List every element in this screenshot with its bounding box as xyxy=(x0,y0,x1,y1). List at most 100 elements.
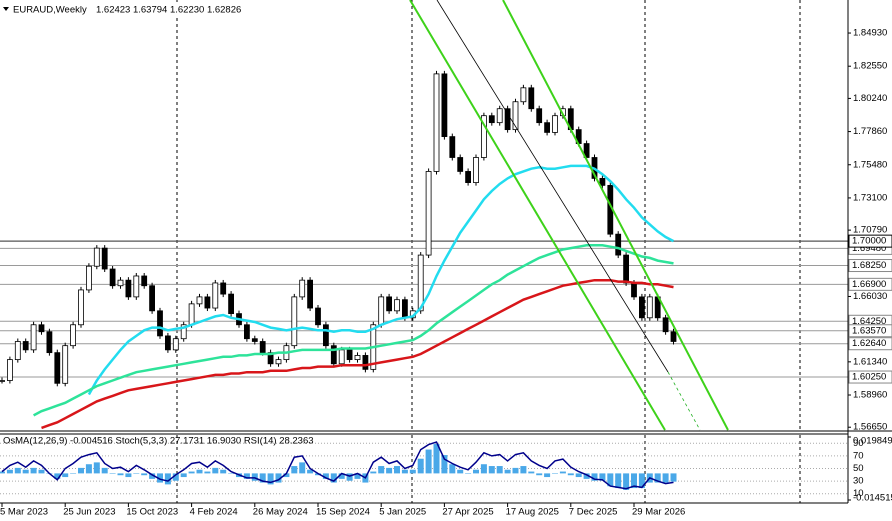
osma-bar xyxy=(228,473,235,474)
osma-bar xyxy=(291,466,298,474)
candle xyxy=(378,296,385,326)
candle xyxy=(62,345,69,384)
osma-bar xyxy=(417,458,424,474)
osma-bar xyxy=(465,473,472,474)
y-tick-label: 1.66030 xyxy=(853,291,887,302)
osma-bar xyxy=(638,473,645,489)
x-tick-label: 27 Apr 2025 xyxy=(442,507,493,518)
candle xyxy=(46,331,53,354)
osma-bar xyxy=(457,469,464,474)
y-tick-label: 1.84930 xyxy=(853,28,887,39)
candle xyxy=(141,275,148,287)
candle xyxy=(0,380,5,382)
y-tick-label: 1.75480 xyxy=(853,159,887,170)
candle xyxy=(457,157,464,172)
level-box xyxy=(848,277,892,291)
candle xyxy=(251,338,258,342)
osma-bar xyxy=(0,471,5,474)
x-tick-label: 4 Feb 2024 xyxy=(190,507,238,518)
osma-bar xyxy=(141,473,148,476)
level-box xyxy=(848,370,892,384)
osma-bar xyxy=(354,473,361,479)
moving-average xyxy=(87,164,675,396)
channel-lower xyxy=(409,0,666,431)
osma-bar xyxy=(180,473,187,478)
rsi-tick-label: 10 xyxy=(853,488,864,499)
osma-bar xyxy=(520,466,527,474)
osma-bar xyxy=(164,473,171,485)
candle xyxy=(117,279,124,287)
osma-bar xyxy=(631,473,637,489)
x-tick-label: 29 Mar 2026 xyxy=(632,507,685,518)
osma-bar xyxy=(172,473,179,481)
osma-bar xyxy=(480,464,487,474)
osma-bar xyxy=(275,473,282,483)
x-tick-label: 15 Sep 2024 xyxy=(316,507,370,518)
osma-bar xyxy=(401,469,408,474)
candle xyxy=(299,279,306,298)
trend-channel xyxy=(409,0,729,431)
osma-bar xyxy=(330,473,337,483)
osma-bar xyxy=(133,473,140,474)
candle xyxy=(212,282,219,309)
y-tick-label: 1.82550 xyxy=(853,61,887,72)
y-tick-label: 1.73100 xyxy=(853,192,887,203)
osma-bar xyxy=(591,473,598,481)
candle xyxy=(101,247,108,270)
osma-bar xyxy=(473,469,479,474)
candle xyxy=(157,310,163,337)
candle xyxy=(315,307,321,326)
candle xyxy=(386,296,393,312)
osma-bar xyxy=(567,473,574,476)
x-tick-label: 17 Aug 2025 xyxy=(506,507,559,518)
candle xyxy=(599,178,606,186)
osma-bar xyxy=(196,469,203,474)
osma-bar xyxy=(212,467,219,474)
candle xyxy=(93,247,100,267)
osma-bar xyxy=(544,473,551,478)
osma-bar xyxy=(251,473,258,481)
osma-bar xyxy=(267,473,274,485)
level-label: 1.60250 xyxy=(852,372,886,383)
candle xyxy=(394,299,400,312)
indicator-label: OsMA(12,26,9) -0.004516 Stoch(5,3,3) 27.… xyxy=(3,436,314,447)
osma-bar xyxy=(62,473,69,478)
candle xyxy=(488,115,495,124)
osma-bar xyxy=(496,466,503,474)
level-box xyxy=(848,234,892,248)
menu-triangle[interactable] xyxy=(3,7,9,11)
level-label: 1.68250 xyxy=(852,260,886,271)
candle xyxy=(172,338,179,351)
osma-bar xyxy=(623,473,630,490)
osma-bar xyxy=(370,471,377,474)
candle xyxy=(441,73,448,137)
osma-bar xyxy=(662,473,669,483)
osma-bar xyxy=(157,473,163,483)
candle xyxy=(338,349,345,365)
osma-bar xyxy=(536,473,543,476)
candle xyxy=(449,136,456,158)
osma-bar xyxy=(441,455,448,474)
candle xyxy=(536,108,543,124)
osma-bar xyxy=(78,467,84,474)
level-label: 1.64250 xyxy=(852,316,886,327)
candle xyxy=(70,324,76,347)
header-bg xyxy=(0,2,290,18)
osma-bar xyxy=(6,469,13,474)
moving-average xyxy=(41,278,674,430)
y-tick-label: 1.58960 xyxy=(853,390,887,401)
osma-bar xyxy=(54,473,61,479)
vertical-separators xyxy=(176,0,801,503)
osma-tick-label: -0.014515 xyxy=(853,493,892,504)
osma-bar xyxy=(346,473,353,481)
candle xyxy=(401,299,408,319)
osma-bar xyxy=(670,473,677,482)
x-tick-label: 5 Mar 2023 xyxy=(0,507,48,518)
osma-bar xyxy=(259,473,266,483)
level-box xyxy=(848,259,892,273)
candle xyxy=(662,317,669,333)
osma-bar xyxy=(243,473,250,479)
osma-bar xyxy=(101,467,108,474)
